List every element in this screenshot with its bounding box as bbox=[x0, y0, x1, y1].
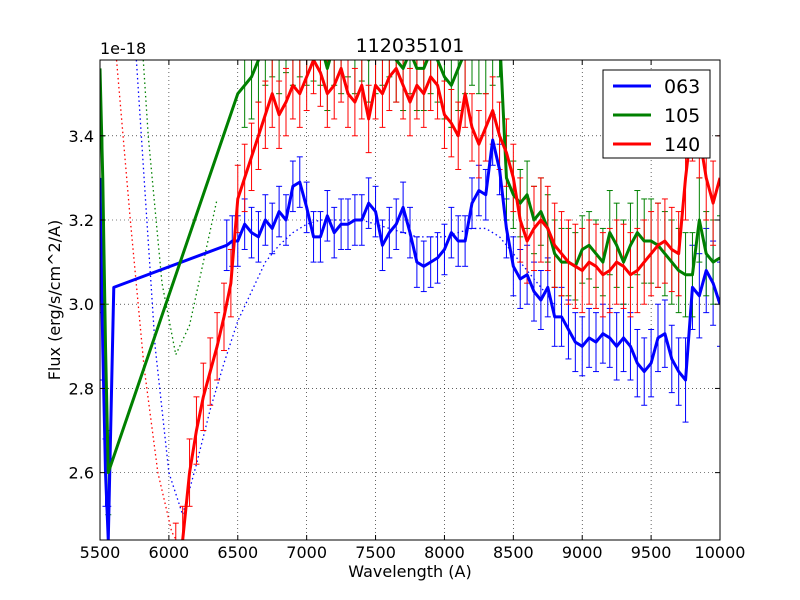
y-tick-label: 3.0 bbox=[69, 295, 94, 314]
x-tick-label: 9500 bbox=[631, 543, 672, 562]
series-line-063 bbox=[100, 138, 720, 540]
chart-title: 112035101 bbox=[356, 35, 465, 57]
x-tick-label: 5500 bbox=[80, 543, 121, 562]
x-tick-label: 7000 bbox=[286, 543, 327, 562]
legend-label-105: 105 bbox=[664, 105, 700, 127]
legend: 063 105 140 bbox=[602, 69, 711, 159]
y-tick-label: 2.6 bbox=[69, 464, 94, 483]
x-tick-label: 7500 bbox=[355, 543, 396, 562]
series-lines bbox=[100, 60, 720, 540]
x-axis-label: Wavelength (A) bbox=[348, 562, 471, 581]
offset-text: 1e-18 bbox=[100, 39, 146, 58]
y-tick-label: 3.2 bbox=[69, 211, 94, 230]
series-line-105 bbox=[100, 60, 720, 475]
series-line-140 bbox=[181, 60, 720, 540]
y-tick-label: 2.8 bbox=[69, 379, 94, 398]
x-tick-label: 8000 bbox=[424, 543, 465, 562]
ticks: 5500 6000 6500 7000 7500 8000 8500 9000 9500 1000… bbox=[69, 60, 746, 562]
legend-label-063: 063 bbox=[664, 76, 700, 98]
y-axis-label: Flux (erg/s/cm^2/A) bbox=[45, 220, 64, 381]
plot-frame bbox=[99, 59, 721, 541]
y-tick-label: 3.4 bbox=[69, 127, 94, 146]
x-tick-label: 8500 bbox=[493, 543, 534, 562]
legend-label-140: 140 bbox=[664, 134, 700, 156]
x-tick-label: 9000 bbox=[562, 543, 603, 562]
x-tick-label: 10000 bbox=[695, 543, 746, 562]
x-tick-label: 6000 bbox=[149, 543, 190, 562]
x-tick-label: 6500 bbox=[217, 543, 258, 562]
